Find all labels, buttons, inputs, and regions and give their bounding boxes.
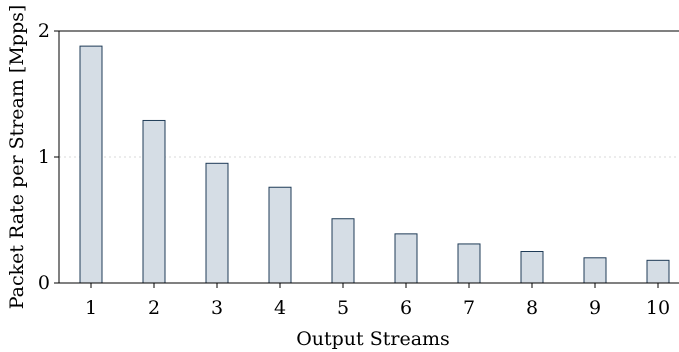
x-tick-label: 5: [337, 297, 349, 319]
y-axis-label: Packet Rate per Stream [Mpps]: [6, 5, 28, 310]
bar-2: [142, 119, 166, 284]
x-tick-label: 1: [85, 297, 97, 319]
x-tick-label: 3: [211, 297, 223, 319]
y-tick-label: 0: [38, 272, 50, 294]
bar-1: [79, 45, 103, 284]
x-tick-label: 10: [646, 297, 670, 319]
x-tick-label: 9: [589, 297, 601, 319]
bar-7: [457, 243, 481, 284]
bar-4: [268, 186, 292, 284]
x-tick-label: 2: [148, 297, 160, 319]
bar-6: [394, 233, 418, 284]
bar-8: [520, 251, 544, 284]
x-tick-label: 6: [400, 297, 412, 319]
x-tick-label: 7: [463, 297, 475, 319]
y-ticks: 0 1 2: [38, 20, 59, 294]
y-tick-label: 1: [38, 146, 50, 168]
y-tick-label: 2: [38, 20, 50, 42]
x-axis-label: Output Streams: [296, 328, 450, 350]
bar-3: [205, 162, 229, 284]
bars: [79, 45, 670, 284]
x-ticks: 1 2 3 4 5 6 7 8 9 10: [85, 283, 670, 319]
bar-5: [331, 218, 355, 284]
bar-9: [583, 257, 607, 284]
x-tick-label: 4: [274, 297, 286, 319]
bar-10: [646, 259, 670, 284]
x-tick-label: 8: [526, 297, 538, 319]
